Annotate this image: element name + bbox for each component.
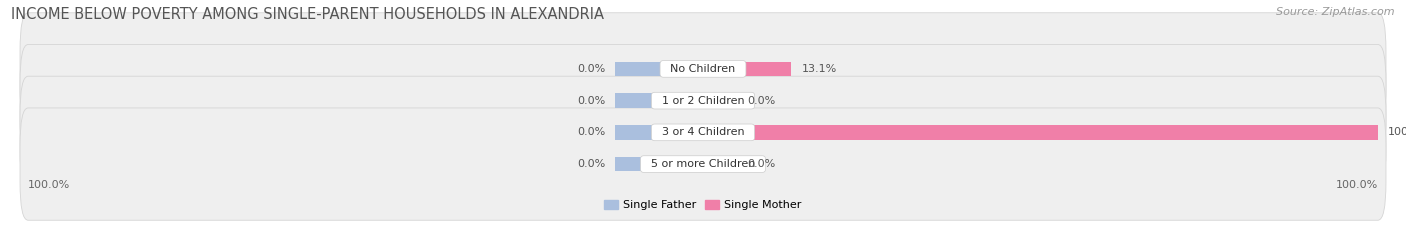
Text: Source: ZipAtlas.com: Source: ZipAtlas.com — [1277, 7, 1395, 17]
Bar — [616, 62, 703, 76]
Text: 0.0%: 0.0% — [747, 159, 775, 169]
Text: 5 or more Children: 5 or more Children — [644, 159, 762, 169]
FancyBboxPatch shape — [20, 13, 1386, 125]
FancyBboxPatch shape — [20, 76, 1386, 188]
Text: 0.0%: 0.0% — [576, 64, 605, 74]
Text: 100.0%: 100.0% — [1388, 127, 1406, 137]
Text: INCOME BELOW POVERTY AMONG SINGLE-PARENT HOUSEHOLDS IN ALEXANDRIA: INCOME BELOW POVERTY AMONG SINGLE-PARENT… — [11, 7, 605, 22]
Bar — [616, 157, 703, 171]
Text: 100.0%: 100.0% — [28, 180, 70, 190]
Bar — [616, 125, 703, 140]
Bar — [703, 93, 737, 108]
FancyBboxPatch shape — [20, 108, 1386, 220]
Text: 100.0%: 100.0% — [1336, 180, 1378, 190]
Text: 0.0%: 0.0% — [576, 127, 605, 137]
Bar — [616, 93, 703, 108]
Bar — [703, 62, 792, 76]
Bar — [703, 125, 1378, 140]
Text: 0.0%: 0.0% — [576, 96, 605, 106]
Text: 1 or 2 Children: 1 or 2 Children — [655, 96, 751, 106]
Legend: Single Father, Single Mother: Single Father, Single Mother — [602, 197, 804, 212]
Text: 3 or 4 Children: 3 or 4 Children — [655, 127, 751, 137]
Text: 13.1%: 13.1% — [801, 64, 837, 74]
Text: 0.0%: 0.0% — [747, 96, 775, 106]
Text: No Children: No Children — [664, 64, 742, 74]
Bar — [703, 157, 737, 171]
Text: 0.0%: 0.0% — [576, 159, 605, 169]
FancyBboxPatch shape — [20, 45, 1386, 157]
